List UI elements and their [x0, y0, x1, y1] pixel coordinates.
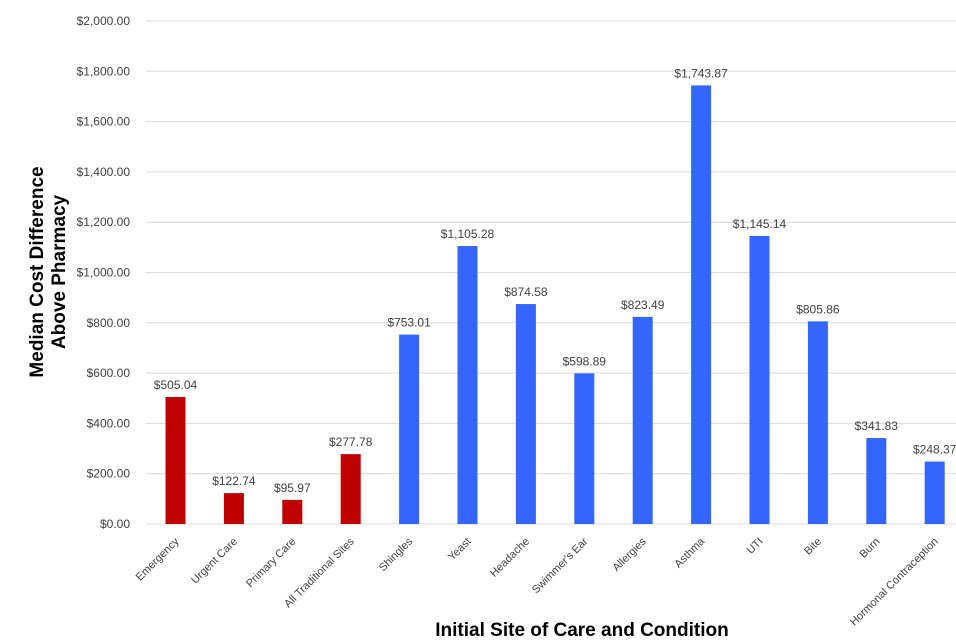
y-tick-label: $1,600.00	[77, 115, 131, 129]
x-tick-label: UTI	[745, 536, 766, 557]
data-labels: $505.04 $122.74 $95.97 $277.78 $753.01 $1,105…	[154, 66, 956, 494]
data-label: $598.89	[563, 354, 607, 368]
bar	[282, 499, 303, 524]
data-label: $753.01	[387, 316, 431, 330]
bar	[165, 396, 186, 524]
bar	[399, 334, 420, 524]
bars	[165, 85, 945, 525]
gridlines	[146, 20, 956, 525]
bar	[574, 373, 595, 524]
y-tick-label: $800.00	[87, 316, 131, 330]
y-tick-label: $600.00	[87, 366, 131, 380]
y-tick-label: $1,800.00	[77, 64, 131, 78]
data-label: $95.97	[274, 481, 311, 495]
data-label: $874.58	[504, 285, 548, 299]
bar	[807, 321, 828, 524]
x-tick-label: Primary Care	[244, 536, 298, 590]
y-axis-title-line-2: Above Pharmacy	[49, 194, 70, 349]
bar	[924, 461, 945, 524]
bar	[866, 438, 887, 524]
data-label: $505.04	[154, 378, 198, 392]
y-tick-label: $1,400.00	[77, 165, 131, 179]
bar	[749, 235, 770, 524]
bar	[457, 246, 478, 524]
data-label: $248.37	[913, 443, 956, 457]
y-axis-title: Median Cost Difference Above Pharmacy	[27, 166, 70, 377]
x-tick-label: Shingles	[377, 535, 416, 574]
bar	[223, 493, 244, 524]
data-label: $805.86	[796, 302, 840, 316]
x-tick-label: Swimmer's Ear	[530, 535, 591, 596]
y-tick-label: $0.00	[100, 517, 130, 531]
data-label: $823.49	[621, 298, 665, 312]
data-label: $122.74	[212, 474, 256, 488]
y-tick-label: $1,000.00	[77, 266, 131, 280]
x-tick-label: Headache	[488, 536, 532, 580]
data-label: $277.78	[329, 435, 373, 449]
bar	[691, 85, 712, 525]
x-tick-label: Bite	[802, 536, 824, 558]
data-label: $1,105.28	[441, 227, 495, 241]
x-tick-label: Asthma	[672, 535, 707, 570]
x-tick-label: Allergies	[611, 535, 650, 574]
y-axis-ticks: $0.00 $200.00 $400.00 $600.00 $800.00 $1,000.…	[77, 14, 131, 531]
x-tick-label: Urgent Care	[189, 536, 240, 587]
x-axis-title: Initial Site of Care and Condition	[435, 620, 728, 641]
y-tick-label: $2,000.00	[77, 14, 131, 28]
x-tick-label: Burn	[857, 536, 882, 561]
bar	[515, 304, 536, 524]
x-tick-label: Emergency	[134, 535, 182, 583]
bar	[340, 454, 361, 524]
data-label: $1,743.87	[674, 66, 728, 80]
data-label: $1,145.14	[733, 217, 787, 231]
data-label: $341.83	[855, 419, 899, 433]
y-tick-label: $400.00	[87, 416, 131, 430]
bar	[632, 316, 653, 524]
y-tick-label: $200.00	[87, 467, 131, 481]
y-axis-title-line-1: Median Cost Difference	[27, 166, 48, 377]
x-tick-label: Yeast	[446, 536, 474, 564]
y-tick-label: $1,200.00	[77, 215, 131, 229]
